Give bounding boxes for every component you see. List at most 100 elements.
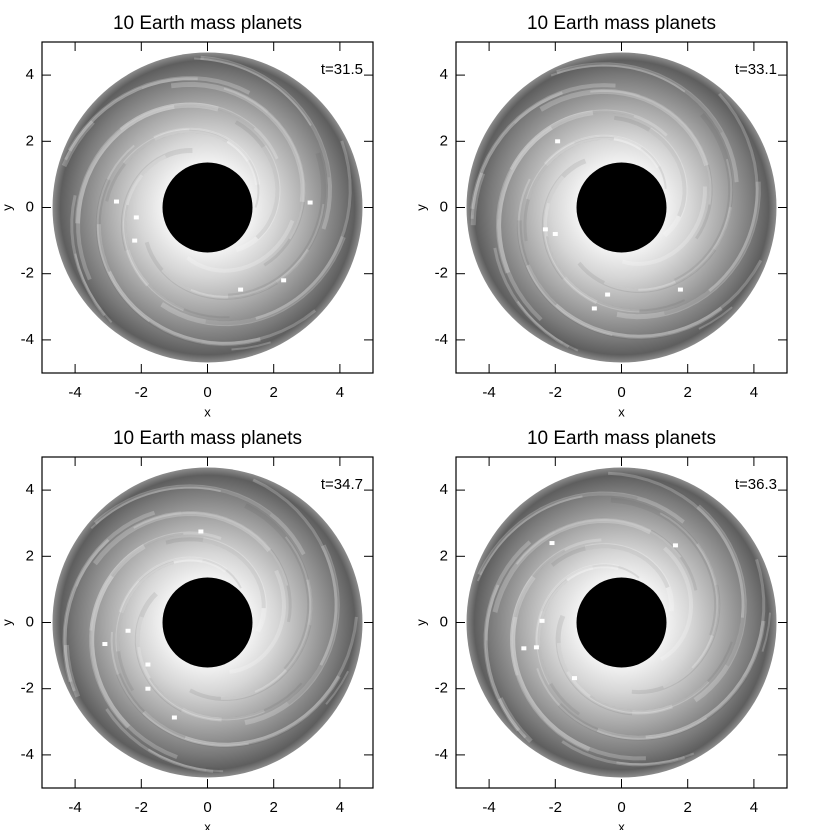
y-tick-label: 2 (440, 132, 448, 149)
disk-streak (545, 236, 685, 312)
disk-streak (523, 136, 615, 242)
planet (132, 238, 138, 243)
disk-streak (542, 175, 598, 305)
annotation: t=33.1 (735, 61, 777, 78)
disk-streak (556, 62, 739, 183)
disk-streak (497, 126, 553, 322)
planet (113, 199, 119, 204)
x-tick-label: 4 (336, 799, 344, 816)
disk-streak (99, 307, 112, 321)
planet (542, 227, 548, 232)
disk-streak (96, 224, 261, 346)
planet (549, 541, 555, 546)
disk-streak (70, 195, 106, 317)
x-axis-label: x (618, 404, 625, 419)
disk-streak (165, 537, 266, 609)
disk-streak (470, 91, 563, 219)
y-axis-label: y (0, 619, 14, 626)
panel: -4 -2 0 2 4 -4 -2 0 2 4 10 Earth mass planets t=31.… (0, 13, 374, 419)
planet (571, 676, 577, 681)
planet (133, 215, 139, 220)
disk-streak (120, 148, 193, 251)
disk-streak (673, 112, 734, 284)
inner-hole (576, 577, 667, 668)
disk-streak (202, 537, 267, 633)
panel: -4 -2 0 2 4 -4 -2 0 2 4 10 Earth mass planets t=33.… (413, 13, 788, 419)
disk-streak (227, 152, 327, 299)
y-axis-label: y (413, 619, 428, 626)
chart-title: 10 Earth mass planets (113, 428, 302, 449)
chart-title: 10 Earth mass planets (527, 428, 716, 449)
disk-streak (189, 128, 260, 208)
disk-streak (553, 517, 698, 591)
disk-streak (205, 176, 353, 326)
y-tick-label: 0 (440, 198, 448, 215)
disk-streak (122, 128, 250, 165)
disk-streak (492, 517, 652, 613)
disk-streak (184, 616, 358, 746)
disk-streak (205, 767, 220, 774)
disk-streak (89, 544, 146, 729)
disk-streak (525, 264, 723, 339)
disk-streak (613, 115, 687, 217)
disk-streak (75, 102, 219, 224)
disk-streak (90, 486, 221, 530)
inner-hole (162, 162, 253, 253)
x-tick-label: 2 (684, 384, 692, 401)
y-tick-label: 2 (26, 547, 34, 564)
disk-streak (105, 129, 229, 202)
disk-streak (555, 259, 763, 338)
x-tick-label: -4 (68, 384, 81, 401)
disk-streak (138, 557, 242, 589)
disk-streak (121, 154, 167, 287)
y-tick-label: 0 (440, 613, 448, 630)
disk-streak (90, 575, 178, 759)
disk-streak (235, 145, 281, 253)
planet (591, 306, 597, 311)
y-tick-label: -2 (21, 680, 34, 697)
disk-streak (137, 646, 265, 721)
planet (171, 715, 177, 720)
disk-streak (509, 109, 668, 171)
y-tick-label: -2 (435, 265, 448, 282)
x-tick-label: 4 (336, 384, 344, 401)
disk-streak (516, 220, 669, 340)
disk-streak (244, 503, 313, 672)
disk-streak (124, 204, 230, 319)
disk-streak (200, 55, 333, 230)
chart-title: 10 Earth mass planets (527, 13, 716, 34)
x-tick-label: -4 (68, 799, 81, 816)
disk-streak (160, 235, 346, 327)
disk-streak (663, 122, 760, 316)
disk-streak (64, 586, 78, 688)
disk-streak (283, 497, 339, 705)
x-tick-label: 0 (617, 384, 625, 401)
disk-streak (596, 620, 766, 740)
planet (677, 287, 683, 292)
planet (605, 292, 611, 297)
disk-streak (255, 140, 352, 320)
y-axis-label: y (413, 204, 428, 211)
disk-streak (556, 642, 673, 715)
disk-streak (577, 248, 717, 293)
disk-streak (516, 300, 579, 352)
x-tick-label: 0 (617, 799, 625, 816)
disk-streak (676, 751, 692, 761)
disk-streak (63, 644, 81, 698)
disk-streak (537, 578, 581, 716)
disk-streak (526, 135, 642, 200)
disk-streak (66, 87, 143, 158)
disk-streak (119, 102, 279, 160)
disk-streak (539, 88, 709, 167)
x-axis-label: x (204, 819, 211, 830)
disk-streak (485, 640, 525, 736)
disk-streak (122, 174, 185, 312)
disk-streak (543, 134, 661, 169)
disk-streak (639, 94, 713, 240)
disk-streak (63, 538, 110, 692)
disk-streak (62, 510, 156, 683)
disk-streak (574, 135, 667, 189)
disk-streak (190, 203, 325, 298)
disk-streak (161, 248, 310, 299)
disk-streak (108, 270, 317, 345)
